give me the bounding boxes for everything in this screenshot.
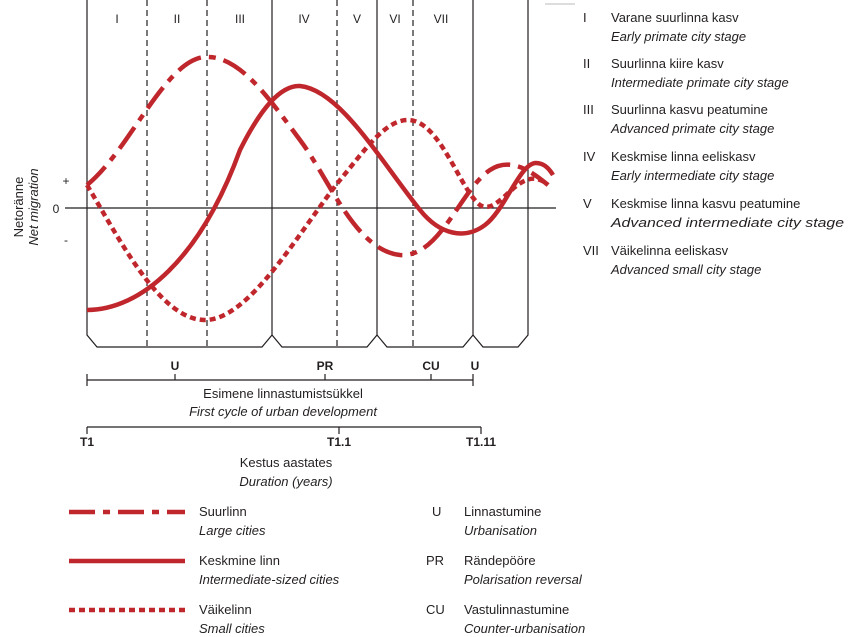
stage-label-3: III bbox=[235, 12, 245, 26]
cycle-label-en: First cycle of urban development bbox=[189, 404, 378, 419]
phase-bracket-2 bbox=[271, 0, 378, 348]
y-minus-label: - bbox=[64, 233, 68, 247]
abbrev-legend-abbr: U bbox=[432, 504, 441, 519]
abbrev-legend-abbr: PR bbox=[426, 553, 444, 568]
marker-pr: PR bbox=[317, 359, 334, 373]
stage-legend-en: Advanced small city stage bbox=[610, 262, 761, 277]
marker-u-2: U bbox=[471, 359, 480, 373]
line-legend-en: Small cities bbox=[199, 621, 265, 636]
line-legend-et: Keskmine linn bbox=[199, 553, 280, 568]
line-legend-et: Suurlinn bbox=[199, 504, 247, 519]
stage-legend-en: Advanced intermediate city stage bbox=[610, 215, 844, 230]
abbrev-legend-abbr: CU bbox=[426, 602, 445, 617]
abbrev-legend-en: Urbanisation bbox=[464, 523, 537, 538]
stage-legend-num: I bbox=[583, 10, 587, 25]
abbrev-legend-en: Polarisation reversal bbox=[464, 572, 583, 587]
y-plus-label: + bbox=[62, 174, 69, 188]
stage-legend-et: Keskmise linna kasvu peatumine bbox=[611, 196, 800, 211]
stage-legend-num: VII bbox=[583, 243, 599, 258]
intermediate-cities-curve bbox=[86, 83, 555, 313]
duration-label-en: Duration (years) bbox=[239, 474, 332, 489]
line-legend: Suurlinn Large cities Keskmine linn Inte… bbox=[69, 504, 340, 636]
time-label-t1-11: T1.11 bbox=[466, 435, 496, 449]
cycle-label-et: Esimene linnastumistsükkel bbox=[203, 386, 363, 401]
stage-legend-item: I Varane suurlinna kasv Early primate ci… bbox=[583, 10, 746, 44]
stage-legend-en: Early intermediate city stage bbox=[611, 168, 774, 183]
stage-label-7: VII bbox=[434, 12, 449, 26]
line-legend-en: Large cities bbox=[199, 523, 266, 538]
abbrev-legend-et: Rändepööre bbox=[464, 553, 536, 568]
stage-label-5: V bbox=[353, 12, 361, 26]
stage-legend-en: Intermediate primate city stage bbox=[611, 75, 789, 90]
stage-legend-item: II Suurlinna kiire kasv Intermediate pri… bbox=[583, 56, 789, 90]
marker-row: U PR CU U bbox=[86, 359, 480, 386]
stage-legend-et: Väikelinna eeliskasv bbox=[611, 243, 729, 258]
abbrev-legend: U Linnastumine Urbanisation PR Rändepöör… bbox=[426, 504, 585, 636]
stage-numerals: I II III IV V VI VII bbox=[115, 12, 448, 26]
stage-legend-num: III bbox=[583, 102, 594, 117]
y-zero-label: 0 bbox=[53, 202, 60, 216]
y-axis-label-en: Net migration bbox=[26, 168, 41, 245]
stage-label-4: IV bbox=[298, 12, 309, 26]
curves bbox=[85, 54, 555, 323]
stage-dividers bbox=[146, 0, 414, 347]
line-legend-en: Intermediate-sized cities bbox=[199, 572, 340, 587]
stage-legend-item: IV Keskmise linna eeliskasv Early interm… bbox=[583, 149, 774, 183]
duration-label-et: Kestus aastates bbox=[240, 455, 333, 470]
stage-legend-en: Advanced primate city stage bbox=[610, 121, 774, 136]
y-axis-label-et: Netoränne bbox=[11, 177, 26, 238]
stage-legend-et: Varane suurlinna kasv bbox=[611, 10, 739, 25]
stage-label-1: I bbox=[115, 12, 118, 26]
stage-legend-item: V Keskmise linna kasvu peatumine Advance… bbox=[583, 196, 844, 230]
line-legend-et: Väikelinn bbox=[199, 602, 252, 617]
stage-legend-num: IV bbox=[583, 149, 596, 164]
phase-bracket-4 bbox=[472, 0, 529, 348]
abbrev-legend-et: Linnastumine bbox=[464, 504, 541, 519]
stage-legend-en: Early primate city stage bbox=[611, 29, 746, 44]
time-label-t1: T1 bbox=[80, 435, 94, 449]
stage-label-6: VI bbox=[389, 12, 400, 26]
large-cities-curve bbox=[85, 54, 550, 258]
phase-bracket-3 bbox=[376, 0, 474, 348]
stage-legend-et: Keskmise linna eeliskasv bbox=[611, 149, 756, 164]
stage-legend-num: V bbox=[583, 196, 592, 211]
abbrev-legend-en: Counter-urbanisation bbox=[464, 621, 585, 636]
small-cities-curve bbox=[85, 117, 550, 323]
marker-u-1: U bbox=[171, 359, 180, 373]
stage-legend-et: Suurlinna kasvu peatumine bbox=[611, 102, 768, 117]
stage-legend-item: VII Väikelinna eeliskasv Advanced small … bbox=[583, 243, 761, 277]
abbrev-legend-et: Vastulinnastumine bbox=[464, 602, 569, 617]
stage-legend-et: Suurlinna kiire kasv bbox=[611, 56, 724, 71]
stage-label-2: II bbox=[174, 12, 181, 26]
phase-bracket-1 bbox=[86, 0, 273, 348]
stage-legend: I Varane suurlinna kasv Early primate ci… bbox=[583, 10, 844, 277]
y-axis-title: Netoränne Net migration bbox=[11, 168, 41, 245]
time-label-t1-1: T1.1 bbox=[327, 435, 351, 449]
phase-frame bbox=[86, 0, 529, 348]
stage-legend-item: III Suurlinna kasvu peatumine Advanced p… bbox=[583, 102, 774, 136]
marker-cu: CU bbox=[422, 359, 439, 373]
stage-legend-num: II bbox=[583, 56, 590, 71]
